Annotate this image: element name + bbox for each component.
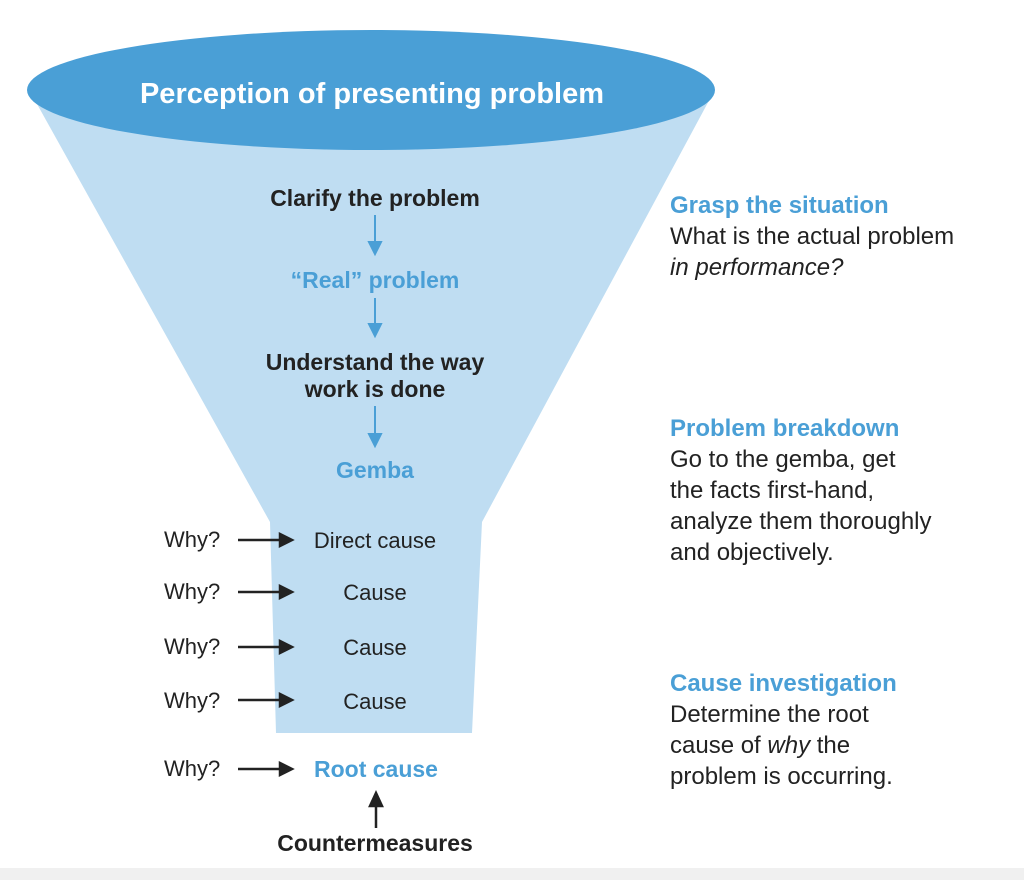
section-text: What is the actual problem xyxy=(670,223,955,250)
funnel-body xyxy=(32,95,712,733)
why-label: Why? xyxy=(164,688,220,713)
down-arrow-icon xyxy=(367,406,383,449)
right-arrow-icon xyxy=(238,638,295,656)
section-cause-investigation: Cause investigation Determine the root c… xyxy=(670,668,897,792)
section-heading: Problem breakdown xyxy=(670,415,900,442)
up-arrow-icon xyxy=(368,790,384,828)
section-text: analyze them thoroughly xyxy=(670,508,932,535)
cause-direct: Direct cause xyxy=(314,528,436,553)
text-part: cause of xyxy=(670,732,768,759)
why-label: Why? xyxy=(164,756,220,781)
bottom-strip xyxy=(0,868,1024,880)
step-real-problem: “Real” problem xyxy=(291,267,460,293)
section-problem-breakdown: Problem breakdown Go to the gemba, get t… xyxy=(670,413,932,568)
why-label: Why? xyxy=(164,634,220,659)
why-label: Why? xyxy=(164,579,220,604)
cause: Cause xyxy=(343,635,407,660)
step-understand-1: Understand the way xyxy=(266,349,485,375)
section-text: problem is occurring. xyxy=(670,763,893,790)
down-arrow-icon xyxy=(367,298,383,339)
section-text: the facts first-hand, xyxy=(670,477,875,504)
step-understand-2: work is done xyxy=(304,376,446,402)
section-grasp-situation: Grasp the situation What is the actual p… xyxy=(670,190,954,283)
section-text: Go to the gemba, get xyxy=(670,446,896,473)
funnel-title: Perception of presenting problem xyxy=(140,78,604,110)
cause: Cause xyxy=(343,689,407,714)
section-text: and objectively. xyxy=(670,539,834,566)
right-arrow-icon xyxy=(238,583,295,601)
right-arrow-icon xyxy=(238,760,295,778)
why-label: Why? xyxy=(164,527,220,552)
section-text-italic: in performance? xyxy=(670,254,844,281)
step-clarify: Clarify the problem xyxy=(270,185,480,211)
section-heading: Grasp the situation xyxy=(670,192,889,219)
down-arrow-icon xyxy=(367,215,383,257)
funnel-top-ellipse xyxy=(27,30,715,150)
section-text: Determine the root xyxy=(670,701,869,728)
root-cause: Root cause xyxy=(314,756,438,782)
section-text: cause of why the xyxy=(670,730,897,761)
right-arrow-icon xyxy=(238,691,295,709)
text-part: the xyxy=(810,732,851,759)
countermeasures: Countermeasures xyxy=(277,830,473,856)
section-heading: Cause investigation xyxy=(670,670,897,697)
text-emphasis: why xyxy=(767,732,811,759)
right-arrow-icon xyxy=(238,531,295,549)
cause: Cause xyxy=(343,580,407,605)
step-gemba: Gemba xyxy=(336,457,414,483)
